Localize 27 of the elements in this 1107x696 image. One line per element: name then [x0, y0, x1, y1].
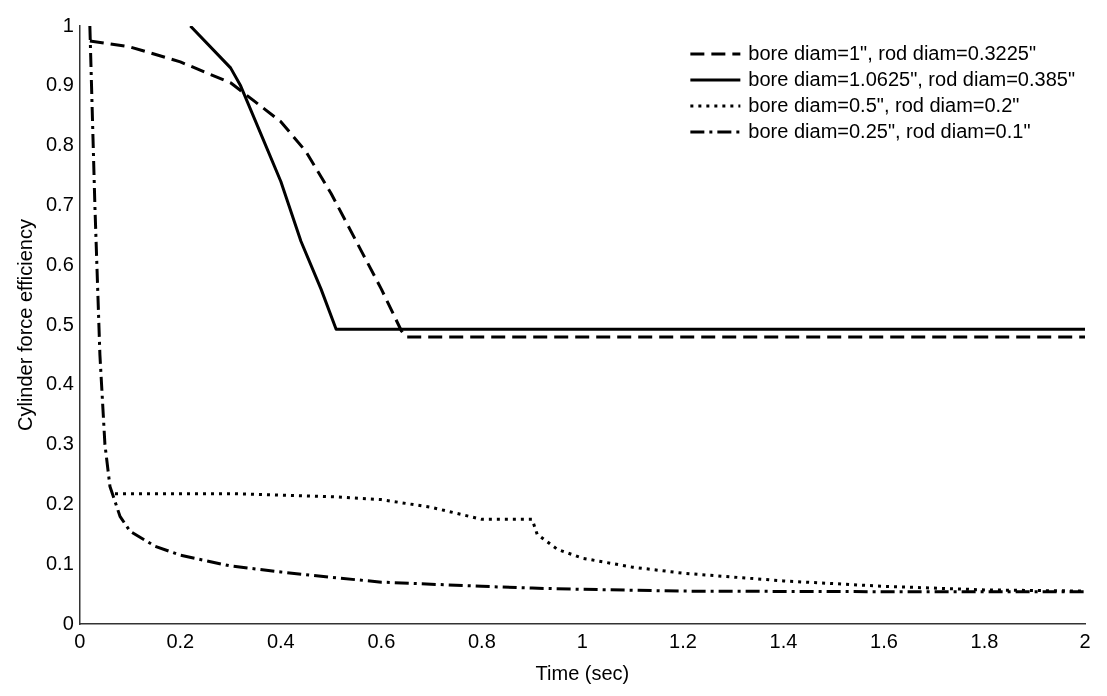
y-tick-label: 1 [62, 13, 74, 36]
x-tick-label: 0.2 [166, 629, 195, 652]
y-tick-label: 0.8 [45, 133, 74, 156]
y-tick-label: 0.1 [45, 551, 74, 574]
x-axis-title: Time (sec) [535, 661, 630, 684]
legend-label: bore diam=0.25", rod diam=0.1" [748, 119, 1031, 142]
y-tick-label: 0.9 [45, 73, 74, 96]
x-tick-label: 0.6 [367, 629, 396, 652]
legend-label: bore diam=1", rod diam=0.3225" [748, 41, 1037, 64]
legend-label: bore diam=1.0625", rod diam=0.385" [748, 67, 1075, 90]
x-tick-label: 0.8 [467, 629, 496, 652]
y-tick-label: 0.2 [45, 491, 74, 514]
x-tick-label: 1 [576, 629, 588, 652]
y-tick-label: 0 [62, 611, 74, 634]
x-tick-label: 0.4 [266, 629, 295, 652]
x-tick-label: 1.6 [870, 629, 898, 652]
y-tick-label: 0.7 [45, 192, 74, 215]
x-tick-label: 1.4 [769, 629, 798, 652]
y-tick-label: 0.4 [45, 372, 74, 395]
y-axis-title: Cylinder force efficiency [13, 219, 36, 431]
y-tick-label: 0.3 [45, 432, 74, 455]
y-tick-label: 0.5 [45, 312, 74, 335]
x-tick-label: 1.8 [970, 629, 999, 652]
x-tick-label: 1.2 [669, 629, 697, 652]
y-tick-label: 0.6 [45, 252, 74, 275]
x-tick-label: 2 [1079, 629, 1091, 652]
legend-label: bore diam=0.5", rod diam=0.2" [748, 93, 1020, 116]
